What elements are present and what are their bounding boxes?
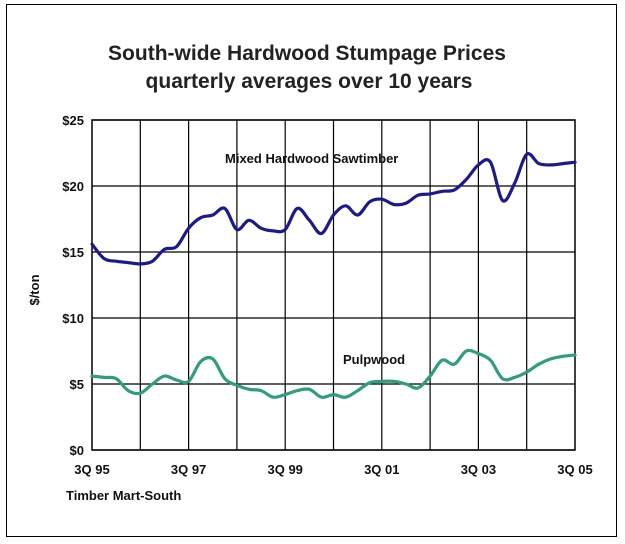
chart-title: South-wide Hardwood Stumpage Prices [108, 42, 506, 65]
y-tick-labels: $25 $20 $15 $10 $5 $0 [62, 113, 84, 458]
chart-subtitle: quarterly averages over 10 years [146, 70, 473, 93]
series-label-sawtimber: Mixed Hardwood Sawtimber [225, 151, 398, 166]
chart-svg: South-wide Hardwood Stumpage Prices quar… [27, 42, 593, 503]
y-tick-label: $10 [62, 311, 84, 326]
y-tick-label: $15 [62, 245, 84, 260]
chart-frame: South-wide Hardwood Stumpage Prices quar… [6, 4, 617, 537]
y-tick-label: $25 [62, 113, 84, 128]
x-tick-label: 3Q 99 [267, 462, 302, 477]
x-tick-labels: 3Q 95 3Q 97 3Q 99 3Q 01 3Q 03 3Q 05 [74, 462, 592, 477]
x-tick-label: 3Q 97 [171, 462, 206, 477]
y-axis-label: $/ton [27, 274, 42, 305]
y-tick-label: $20 [62, 179, 84, 194]
grid [92, 119, 575, 451]
x-tick-label: 3Q 03 [461, 462, 496, 477]
source-label: Timber Mart-South [66, 488, 181, 503]
x-tick-label: 3Q 05 [557, 462, 592, 477]
y-tick-label: $5 [70, 377, 84, 392]
series-lines [90, 152, 577, 399]
y-tick-label: $0 [70, 443, 84, 458]
x-tick-label: 3Q 01 [364, 462, 399, 477]
plot-area [91, 119, 576, 451]
series-label-pulpwood: Pulpwood [343, 352, 405, 367]
x-tick-label: 3Q 95 [74, 462, 109, 477]
